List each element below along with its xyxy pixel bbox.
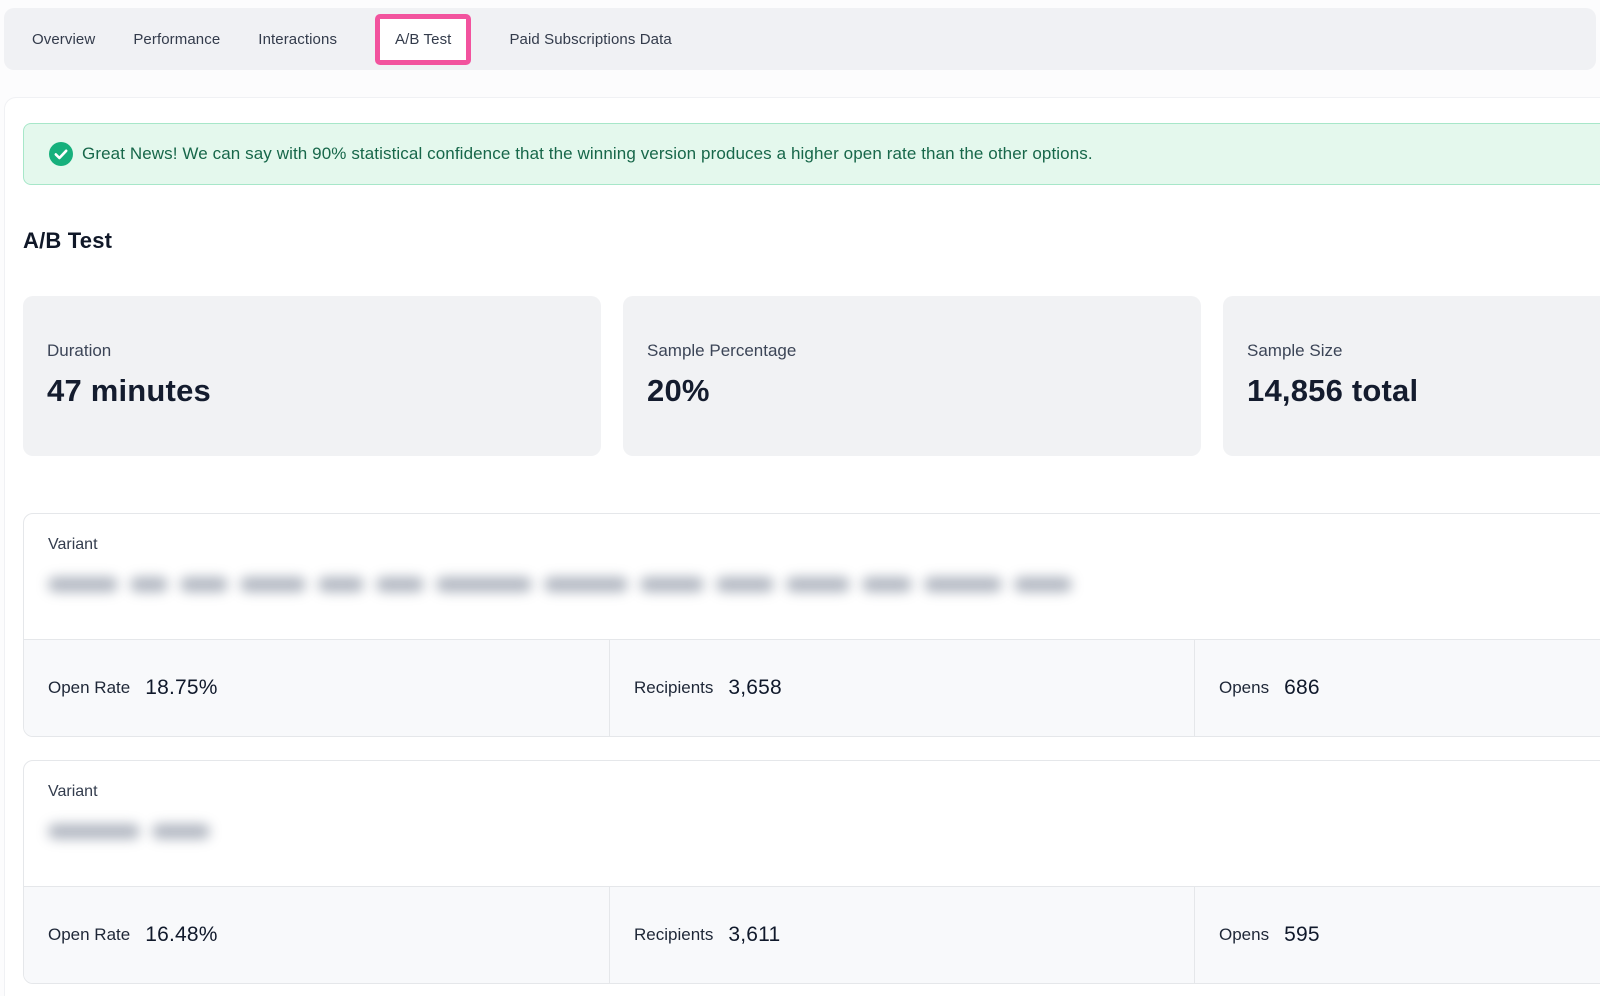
tab-paid-subscriptions-data[interactable]: Paid Subscriptions Data [509, 30, 672, 48]
tab-ab-test[interactable]: A/B Test [395, 30, 452, 48]
open-rate-label: Open Rate [48, 925, 131, 944]
tab-overview[interactable]: Overview [32, 30, 96, 48]
variant-label: Variant [48, 536, 98, 553]
opens-value: 595 [1284, 923, 1320, 946]
open-rate-value: 18.75% [145, 676, 218, 699]
opens-value: 686 [1284, 676, 1320, 699]
variant-label: Variant [48, 783, 98, 800]
recipients-cell: Recipients 3,611 [609, 887, 1194, 983]
variant-card: Variant Open Rate 18.75% Recipients 3,65… [23, 513, 1600, 737]
stat-card-label: Duration [47, 341, 112, 360]
variant-card: Variant Open Rate 16.48% Recipients 3,61… [23, 760, 1600, 984]
stat-card-value: 47 minutes [47, 373, 211, 408]
opens-cell: Opens 595 [1194, 887, 1600, 983]
open-rate-value: 16.48% [145, 923, 218, 946]
tab-interactions[interactable]: Interactions [258, 30, 338, 48]
redacted-variant-name [48, 824, 1600, 839]
page-title: A/B Test [23, 228, 113, 253]
open-rate-cell: Open Rate 18.75% [24, 640, 609, 736]
recipients-label: Recipients [634, 678, 714, 697]
variant-stats-row: Open Rate 16.48% Recipients 3,611 Opens … [24, 886, 1600, 983]
stat-card-value: 20% [647, 373, 710, 408]
ab-test-annotation-box: A/B Test [375, 13, 472, 65]
success-banner: Great News! We can say with 90% statisti… [23, 123, 1600, 185]
variant-header: Variant [24, 514, 1600, 639]
recipients-cell: Recipients 3,658 [609, 640, 1194, 736]
check-circle-icon [49, 142, 73, 166]
open-rate-cell: Open Rate 16.48% [24, 887, 609, 983]
banner-message: Great News! We can say with 90% statisti… [82, 144, 1093, 163]
redacted-variant-name [48, 577, 1600, 592]
stat-card-sample-percentage: Sample Percentage 20% [623, 296, 1201, 456]
stat-card-value: 14,856 total [1247, 373, 1419, 408]
stat-cards-row: Duration 47 minutes Sample Percentage 20… [23, 296, 1600, 456]
stat-card-label: Sample Size [1247, 341, 1343, 360]
opens-cell: Opens 686 [1194, 640, 1600, 736]
content-panel: Great News! We can say with 90% statisti… [4, 97, 1600, 996]
stat-card-duration: Duration 47 minutes [23, 296, 601, 456]
stat-card-label: Sample Percentage [647, 341, 797, 360]
variant-header: Variant [24, 761, 1600, 886]
opens-label: Opens [1219, 925, 1270, 944]
opens-label: Opens [1219, 678, 1270, 697]
recipients-value: 3,611 [728, 923, 781, 946]
top-nav: Overview Performance Interactions A/B Te… [4, 8, 1596, 70]
recipients-value: 3,658 [728, 676, 782, 699]
tab-performance[interactable]: Performance [133, 30, 221, 48]
variant-stats-row: Open Rate 18.75% Recipients 3,658 Opens … [24, 639, 1600, 736]
recipients-label: Recipients [634, 925, 714, 944]
open-rate-label: Open Rate [48, 678, 131, 697]
stat-card-sample-size: Sample Size 14,856 total [1223, 296, 1600, 456]
